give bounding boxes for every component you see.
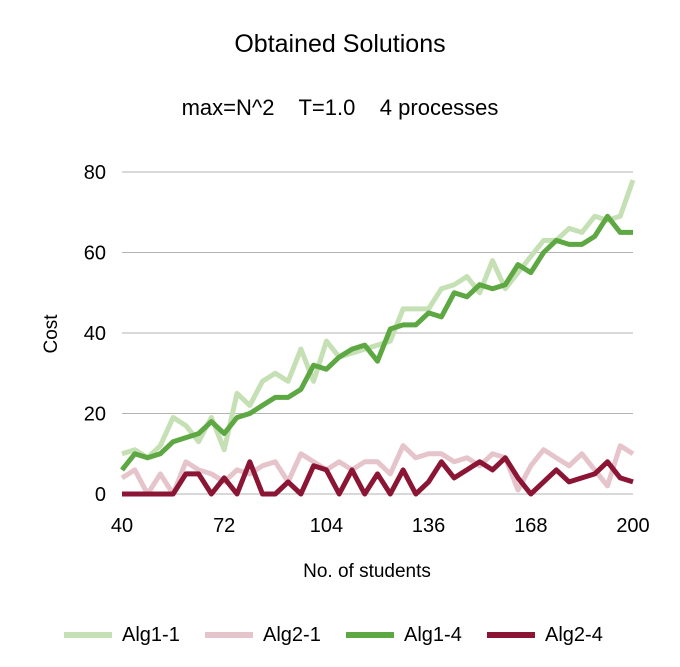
legend-swatch [487,632,535,638]
legend-item-alg2-1: Alg2-1 [205,620,321,650]
x-tick-label: 40 [111,515,133,537]
x-tick-labels: 40 72 104 136 168 200 [111,515,650,537]
legend-label: Alg1-4 [404,623,462,646]
legend-swatch [205,632,253,638]
y-axis-label: Cost [41,314,62,354]
x-tick-label: 200 [616,515,649,537]
series-lines [120,179,636,497]
legend-item-alg1-1: Alg1-1 [64,620,180,650]
x-tick-label: 136 [412,515,445,537]
series-line-alg2-4 [122,455,634,497]
y-tick-label: 40 [84,323,106,345]
x-tick-label: 72 [213,515,235,537]
legend-swatch [64,632,112,638]
legend-item-alg1-4: Alg1-4 [346,620,462,650]
y-tick-label: 80 [84,162,106,184]
x-axis-label: No. of students [303,561,431,582]
series-line-alg1-4 [120,213,633,472]
series-line-alg1-1 [121,179,636,461]
chart-title: Obtained Solutions [234,30,446,58]
grid-lines [122,171,633,495]
legend-label: Alg2-4 [545,623,603,646]
series-line-alg2-1 [120,443,635,497]
legend-item-alg2-4: Alg2-4 [487,620,603,650]
x-tick-label: 104 [310,515,343,537]
legend-label: Alg2-1 [263,623,321,646]
x-tick-label: 168 [514,515,547,537]
legend-swatch [346,632,394,638]
y-tick-label: 60 [84,243,106,265]
y-tick-label: 0 [95,484,106,506]
legend-label: Alg1-1 [122,623,180,646]
legend: Alg1-1 Alg2-1 Alg1-4 Alg2-4 [0,620,680,650]
y-tick-label: 20 [84,404,106,426]
y-tick-labels: 0 20 40 60 80 [84,162,106,506]
chart-subtitle: max=N^2 T=1.0 4 processes [181,95,499,120]
